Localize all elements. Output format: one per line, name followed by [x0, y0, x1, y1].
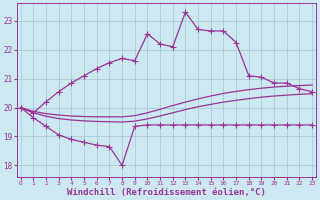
- X-axis label: Windchill (Refroidissement éolien,°C): Windchill (Refroidissement éolien,°C): [67, 188, 266, 197]
